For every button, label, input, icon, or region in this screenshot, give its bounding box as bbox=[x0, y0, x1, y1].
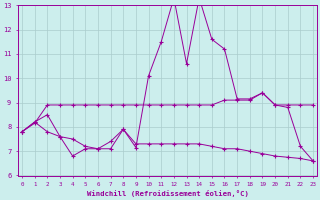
X-axis label: Windchill (Refroidissement éolien,°C): Windchill (Refroidissement éolien,°C) bbox=[87, 190, 249, 197]
